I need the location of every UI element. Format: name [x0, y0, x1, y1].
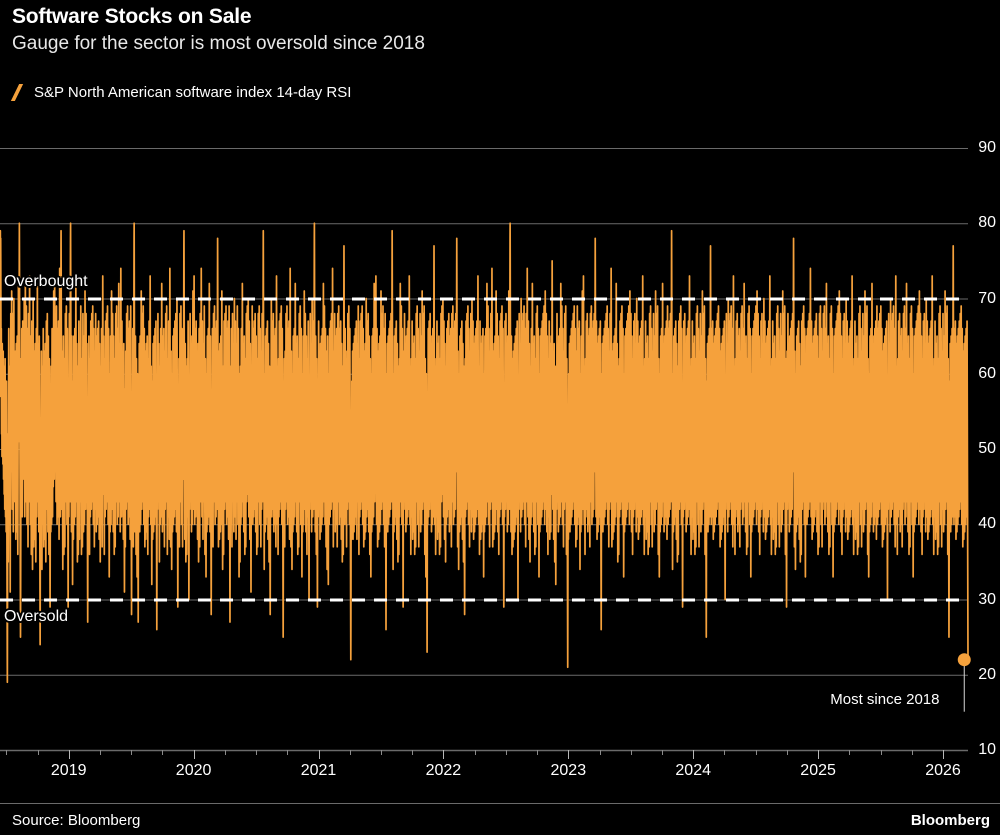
- page-title: Software Stocks on Sale: [12, 5, 252, 28]
- x-axis-minor-tick: [755, 750, 757, 755]
- x-axis-minor-tick: [6, 750, 8, 755]
- x-axis-major-tick: [193, 750, 195, 759]
- x-axis-minor-tick: [724, 750, 726, 755]
- x-axis-tick-label: 2021: [300, 762, 337, 779]
- y-axis-tick-label: 30: [978, 590, 996, 608]
- x-axis-tick-label: 2022: [425, 762, 462, 779]
- footer-divider: [0, 803, 1000, 804]
- x-axis-minor-tick: [256, 750, 258, 755]
- legend-item-label: S&P North American software index 14-day…: [34, 84, 352, 101]
- y-axis-tick-label: 50: [978, 440, 996, 457]
- x-axis-tick-label: 2024: [675, 762, 711, 779]
- y-axis-tick-label: 70: [978, 289, 996, 307]
- plot-area: [0, 148, 971, 752]
- chart-legend: S&P North American software index 14-day…: [10, 84, 352, 101]
- x-axis-minor-tick: [599, 750, 601, 755]
- x-axis-major-tick: [68, 750, 70, 759]
- source-note: Source: Bloomberg: [12, 812, 141, 829]
- chart-header: Software Stocks on Sale Gauge for the se…: [12, 4, 992, 56]
- end-value-marker: [957, 653, 971, 667]
- y-axis-tick-label: 80: [978, 214, 996, 232]
- x-axis-tick-label: 2025: [800, 762, 836, 779]
- x-axis-minor-tick: [412, 750, 414, 755]
- x-axis: 2019 2020 2021 2022 2023 2024 2025 2026: [0, 750, 968, 794]
- x-axis-minor-tick: [349, 750, 351, 755]
- brand-logo: Bloomberg: [910, 812, 990, 829]
- x-axis-major-tick: [318, 750, 320, 759]
- x-axis-major-tick: [818, 750, 820, 759]
- x-axis-minor-tick: [786, 750, 788, 755]
- page-subtitle: Gauge for the sector is most oversold si…: [12, 33, 425, 54]
- x-axis-major-tick: [693, 750, 695, 759]
- x-axis-tick-label: 2019: [50, 762, 87, 779]
- y-axis-tick-label: 20: [978, 665, 996, 683]
- x-axis-minor-tick: [662, 750, 663, 755]
- x-axis-tick-label: 2026: [925, 762, 961, 779]
- x-axis-minor-tick: [849, 750, 851, 755]
- x-axis-minor-tick: [37, 750, 39, 755]
- x-axis-major-tick: [443, 750, 445, 759]
- x-axis-minor-tick: [537, 750, 539, 755]
- x-axis-minor-tick: [381, 750, 382, 755]
- x-axis-tick-label: 2023: [550, 762, 587, 779]
- x-axis-minor-tick: [99, 750, 101, 755]
- x-axis-major-tick: [943, 750, 944, 759]
- x-axis-minor-tick: [474, 750, 476, 755]
- callout-label: Most since 2018: [830, 690, 940, 708]
- y-axis-tick-label: 10: [978, 741, 996, 758]
- x-axis-minor-tick: [162, 750, 164, 755]
- y-axis-tick-label: 60: [978, 364, 996, 382]
- x-axis-minor-tick: [224, 750, 226, 755]
- x-axis-minor-tick: [630, 750, 632, 755]
- x-axis-major-tick: [568, 750, 570, 759]
- overbought-label: Overbought: [4, 272, 88, 290]
- x-axis-tick-label: 2020: [175, 762, 212, 779]
- orange-slash-icon: [10, 84, 25, 101]
- y-axis-tick-label: 40: [978, 515, 996, 533]
- x-axis-minor-tick: [287, 750, 289, 755]
- y-axis-tick-label: 90: [978, 139, 996, 156]
- series-line-rsi: [0, 222, 969, 684]
- x-axis-minor-tick: [911, 750, 913, 755]
- oversold-label: Oversold: [4, 607, 69, 625]
- x-axis-minor-tick: [131, 750, 133, 755]
- x-axis-minor-tick: [880, 750, 882, 755]
- x-axis-minor-tick: [505, 750, 507, 755]
